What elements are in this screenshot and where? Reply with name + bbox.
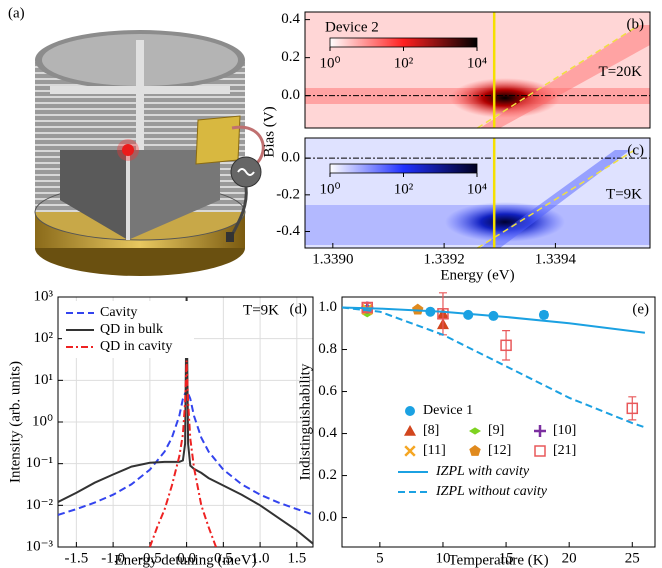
y-tick-label: 10³: [34, 288, 54, 304]
panel-label: (e): [632, 301, 649, 317]
x-tick-label: 25: [625, 550, 640, 566]
annotation: T=9K: [606, 187, 642, 203]
plot-frame: [57, 296, 314, 548]
panel-label: (c): [627, 142, 644, 158]
y-tick-label: 0.4: [318, 425, 337, 441]
x-tick-label: 1.3390: [312, 251, 353, 267]
panel-label: (d): [290, 301, 308, 317]
y-tick-label: 0.8: [318, 341, 337, 357]
legend-label: Device 1: [423, 403, 473, 418]
series-line: [148, 360, 217, 547]
x-tick-label: -1.5: [64, 550, 88, 566]
y-tick-label: 10⁻²: [26, 497, 54, 513]
micropillar-illustration: [34, 30, 265, 276]
y-axis-label: Intensity (arb. units): [7, 361, 23, 483]
x-tick-label: 20: [562, 550, 577, 566]
x-axis-label: Temperature (K): [448, 552, 548, 568]
y-tick-label: 10⁻³: [26, 538, 54, 554]
legend-label: [12]: [488, 443, 511, 458]
legend-marker: [469, 427, 481, 435]
legend-label: [8]: [423, 423, 439, 438]
colorbar: [329, 163, 478, 174]
legend-label: IZPL without cavity: [435, 484, 548, 499]
plot-frame: [304, 11, 651, 129]
y-tick-label: 1.0: [318, 299, 337, 315]
y-tick-label: 10²: [34, 330, 54, 346]
x-axis-label: Energy (eV): [440, 267, 514, 283]
legend-label: [10]: [553, 423, 576, 438]
x-tick-label: 1.0: [251, 550, 270, 566]
legend-marker: [534, 425, 546, 437]
y-tick-label: -0.2: [276, 186, 300, 202]
x-tick-label: 0.0: [177, 550, 196, 566]
stark-shift-line: [477, 150, 634, 249]
x-tick-label: 10: [435, 550, 450, 566]
marker: [626, 402, 639, 415]
colorbar-tick-label: 10²: [394, 181, 414, 197]
legend-label: QD in bulk: [100, 322, 163, 337]
legend-label: [11]: [423, 443, 446, 458]
y-tick-label: 10⁰: [32, 413, 53, 429]
x-tick-label: 15: [499, 550, 514, 566]
legend-marker: [534, 445, 546, 457]
panel-label: (b): [627, 16, 645, 32]
colorbar-tick-label: 10⁰: [319, 55, 340, 71]
colorbar-label: Device 2: [325, 19, 379, 35]
y-tick-label: -0.4: [276, 223, 300, 239]
marker: [463, 309, 474, 320]
y-tick-label: 10¹: [34, 372, 54, 388]
x-tick-label: 1.5: [287, 550, 306, 566]
x-tick-label: 0.5: [214, 550, 233, 566]
y-tick-label: 10⁻¹: [26, 455, 53, 471]
x-tick-label: -1.0: [101, 550, 125, 566]
x-tick-label: 5: [376, 550, 384, 566]
series-line: [342, 306, 646, 429]
marker: [361, 310, 374, 318]
y-tick-label: 0.6: [318, 383, 337, 399]
colorbar-tick-label: 10²: [394, 55, 414, 71]
y-tick-label: 0.0: [281, 150, 300, 166]
legend-label: IZPL with cavity: [435, 464, 530, 479]
annotation: T=9K: [243, 302, 279, 318]
stark-shift-line: [477, 24, 640, 129]
annotation: T=20K: [599, 64, 643, 80]
marker: [412, 303, 424, 315]
y-tick-label: 0.4: [281, 11, 300, 27]
legend-marker: [404, 445, 416, 457]
legend-marker: [469, 445, 481, 456]
legend-label: QD in cavity: [100, 339, 172, 354]
colorbar-tick-label: 10⁴: [467, 181, 487, 197]
legend-label: Cavity: [100, 305, 137, 320]
y-axis-label: Indistinguishability: [297, 363, 313, 480]
series-line: [58, 297, 313, 545]
legend-label: [21]: [553, 443, 576, 458]
error-cap: [628, 396, 637, 421]
plot-frame: [341, 296, 656, 548]
y-tick-label: 0.0: [281, 87, 300, 103]
plot-frame: [304, 137, 651, 249]
colorbar-tick-label: 10⁰: [319, 181, 340, 197]
x-tick-label: 1.3394: [535, 251, 577, 267]
error-cap: [502, 330, 511, 361]
legend-marker: [404, 425, 416, 436]
y-tick-label: 0.2: [318, 467, 337, 483]
marker: [538, 309, 549, 320]
y-axis-label: Bias (V): [261, 106, 277, 157]
x-axis-label: Energy detuning (meV): [114, 552, 256, 568]
x-tick-label: -0.5: [138, 550, 162, 566]
y-tick-label: 0.2: [281, 49, 300, 65]
series-line: [342, 306, 646, 334]
x-tick-label: 1.3392: [423, 251, 464, 267]
colorbar: [329, 37, 478, 48]
legend-label: [9]: [488, 423, 504, 438]
panel-label: (a): [8, 5, 25, 21]
colorbar-tick-label: 10⁴: [467, 55, 487, 71]
legend-marker: [405, 406, 415, 416]
error-cap: [363, 302, 372, 313]
marker: [437, 308, 449, 320]
marker: [500, 339, 512, 352]
y-tick-label: 0.0: [318, 509, 337, 525]
